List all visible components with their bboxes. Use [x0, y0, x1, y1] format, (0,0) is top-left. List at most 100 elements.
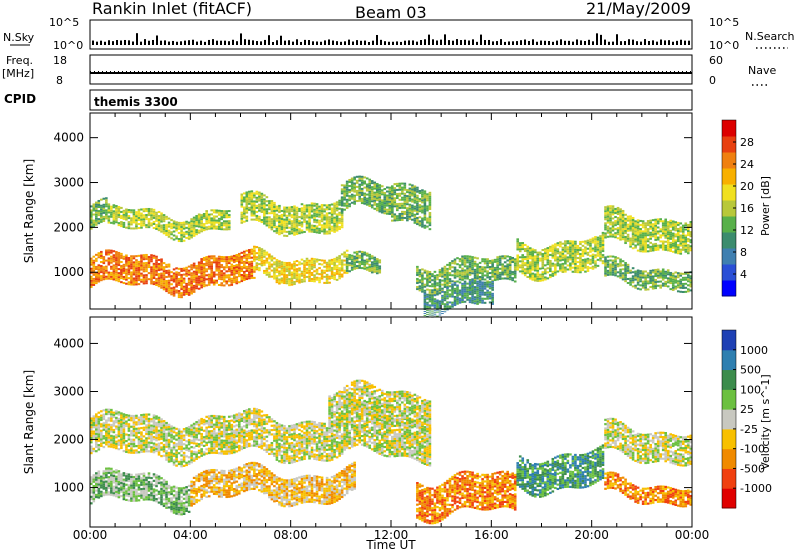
- range-cell: [687, 232, 690, 234]
- range-cell: [271, 270, 274, 272]
- range-cell: [516, 261, 519, 263]
- range-cell: [298, 279, 301, 281]
- range-cell: [376, 262, 379, 264]
- noise-bar: [584, 41, 586, 45]
- range-cell: [466, 275, 469, 277]
- range-cell: [378, 196, 381, 198]
- range-cell: [293, 275, 296, 277]
- range-cell: [579, 255, 582, 257]
- range-cell: [677, 282, 680, 284]
- range-cell: [486, 292, 489, 294]
- range-cell: [328, 268, 331, 270]
- range-cell: [326, 223, 329, 225]
- range-cell: [587, 252, 590, 254]
- range-cell: [281, 277, 284, 279]
- range-cell: [316, 209, 319, 211]
- range-cell: [542, 275, 545, 277]
- range-cell: [632, 247, 635, 249]
- range-cell: [193, 229, 196, 231]
- range-cell: [358, 200, 361, 202]
- range-cell: [133, 265, 136, 267]
- range-cell: [343, 193, 346, 195]
- range-cell: [143, 210, 146, 212]
- range-cell: [185, 291, 188, 293]
- range-cell: [564, 240, 567, 242]
- range-cell: [178, 274, 181, 276]
- range-cell: [567, 264, 570, 266]
- range-cell: [391, 187, 394, 189]
- range-cell: [534, 261, 537, 263]
- range-cell: [667, 239, 670, 241]
- range-cell: [629, 223, 632, 225]
- range-cell: [298, 263, 301, 265]
- range-cell: [547, 271, 550, 273]
- range-cell: [484, 268, 487, 270]
- range-cell: [582, 267, 585, 269]
- noise-bar: [300, 42, 302, 45]
- range-cell: [356, 200, 359, 202]
- range-cell: [235, 260, 238, 262]
- range-cell: [145, 262, 148, 264]
- range-cell: [288, 209, 291, 211]
- range-cell: [273, 267, 276, 269]
- range-cell: [572, 255, 575, 257]
- range-cell: [479, 278, 482, 280]
- range-cell: [251, 208, 254, 210]
- range-cell: [461, 276, 464, 278]
- range-cell: [569, 267, 572, 269]
- range-cell: [649, 234, 652, 236]
- noise-bar: [592, 41, 594, 45]
- range-cell: [266, 258, 269, 260]
- range-cell: [446, 295, 449, 297]
- range-cell: [664, 281, 667, 283]
- range-cell: [331, 218, 334, 220]
- range-cell: [328, 259, 331, 261]
- range-cell: [168, 282, 171, 284]
- range-cell: [684, 247, 687, 249]
- range-cell: [341, 222, 344, 224]
- range-cell: [584, 267, 587, 269]
- range-cell: [210, 213, 213, 215]
- range-cell: [444, 268, 447, 270]
- range-cell: [361, 198, 364, 200]
- range-cell: [446, 303, 449, 305]
- range-cell: [489, 287, 492, 289]
- noise-bar: [104, 42, 106, 45]
- range-cell: [358, 257, 361, 259]
- range-cell: [378, 184, 381, 186]
- range-cell: [273, 275, 276, 277]
- range-cell: [479, 295, 482, 297]
- range-cell: [343, 191, 346, 193]
- noise-bar: [560, 39, 562, 45]
- range-cell: [617, 263, 620, 265]
- range-cell: [103, 435, 106, 437]
- range-cell: [328, 278, 331, 280]
- range-cell: [373, 198, 376, 200]
- range-cell: [278, 270, 281, 272]
- range-cell: [454, 269, 457, 271]
- range-cell: [604, 267, 607, 269]
- range-cell: [499, 268, 502, 270]
- range-cell: [155, 272, 158, 274]
- range-cell: [479, 297, 482, 299]
- range-cell: [263, 270, 266, 272]
- range-cell: [198, 278, 201, 280]
- range-cell: [155, 256, 158, 258]
- range-cell: [644, 247, 647, 249]
- range-cell: [180, 276, 183, 278]
- range-cell: [411, 194, 414, 196]
- range-cell: [298, 208, 301, 210]
- range-cell: [273, 220, 276, 222]
- range-cell: [155, 260, 158, 262]
- range-cell: [404, 217, 407, 219]
- range-cell: [599, 257, 602, 259]
- range-cell: [230, 256, 233, 258]
- range-cell: [100, 434, 103, 436]
- range-cell: [170, 233, 173, 235]
- range-cell: [516, 246, 519, 248]
- noise-bar: [568, 41, 570, 45]
- range-cell: [469, 281, 472, 283]
- range-cell: [421, 283, 424, 285]
- range-cell: [261, 254, 264, 256]
- range-cell: [547, 255, 550, 257]
